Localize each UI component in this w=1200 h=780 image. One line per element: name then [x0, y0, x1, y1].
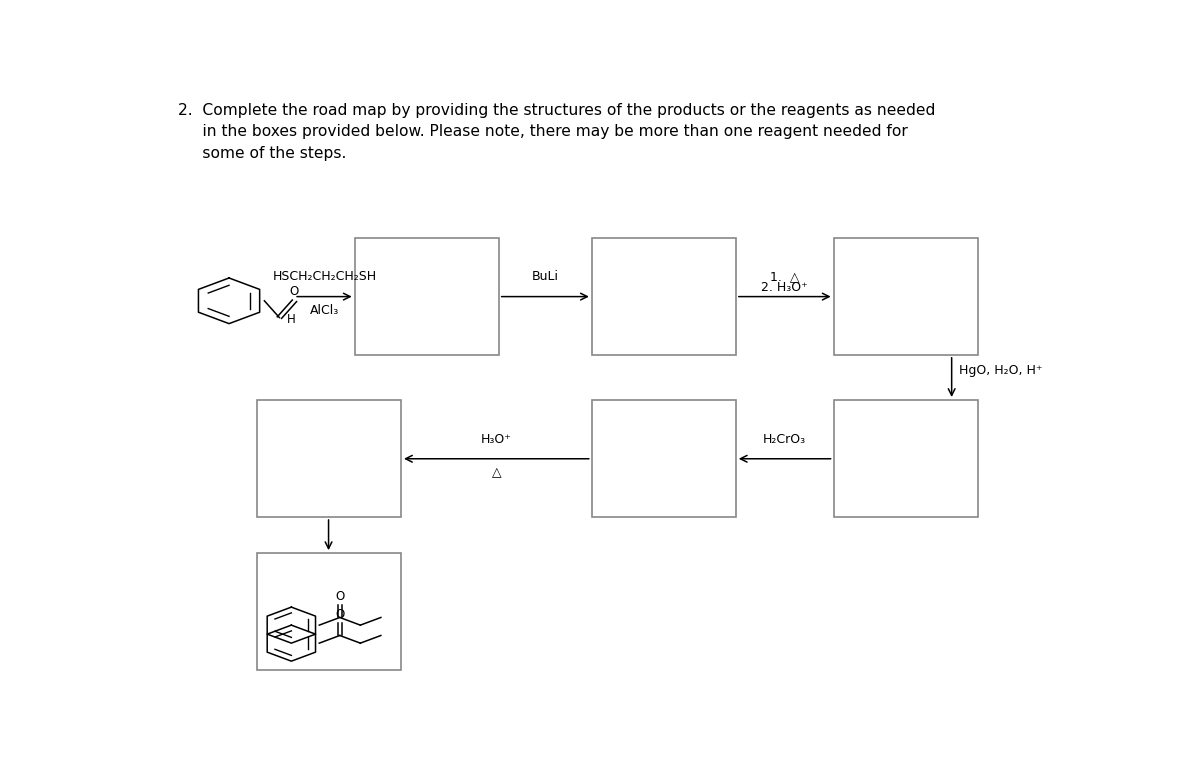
Text: △: △: [492, 466, 502, 479]
Text: 2. H₃O⁺: 2. H₃O⁺: [761, 282, 808, 294]
Text: H: H: [287, 313, 296, 326]
Text: O: O: [335, 608, 344, 621]
Bar: [592, 400, 736, 517]
Text: HgO, H₂O, H⁺: HgO, H₂O, H⁺: [959, 363, 1043, 377]
Bar: [834, 400, 978, 517]
Bar: [257, 553, 401, 670]
Text: AlCl₃: AlCl₃: [310, 303, 340, 317]
Bar: [355, 238, 499, 355]
Text: H₂CrO₃: H₂CrO₃: [763, 433, 806, 445]
Text: O: O: [335, 590, 344, 603]
Text: 2.  Complete the road map by providing the structures of the products or the rea: 2. Complete the road map by providing th…: [178, 103, 935, 161]
Text: 1.  △: 1. △: [770, 271, 799, 283]
Bar: [834, 238, 978, 355]
Text: H₃O⁺: H₃O⁺: [481, 433, 512, 445]
Bar: [592, 238, 736, 355]
Text: O: O: [290, 285, 299, 298]
Text: HSCH₂CH₂CH₂SH: HSCH₂CH₂CH₂SH: [272, 271, 377, 283]
Bar: [257, 400, 401, 517]
Text: BuLi: BuLi: [532, 271, 559, 283]
